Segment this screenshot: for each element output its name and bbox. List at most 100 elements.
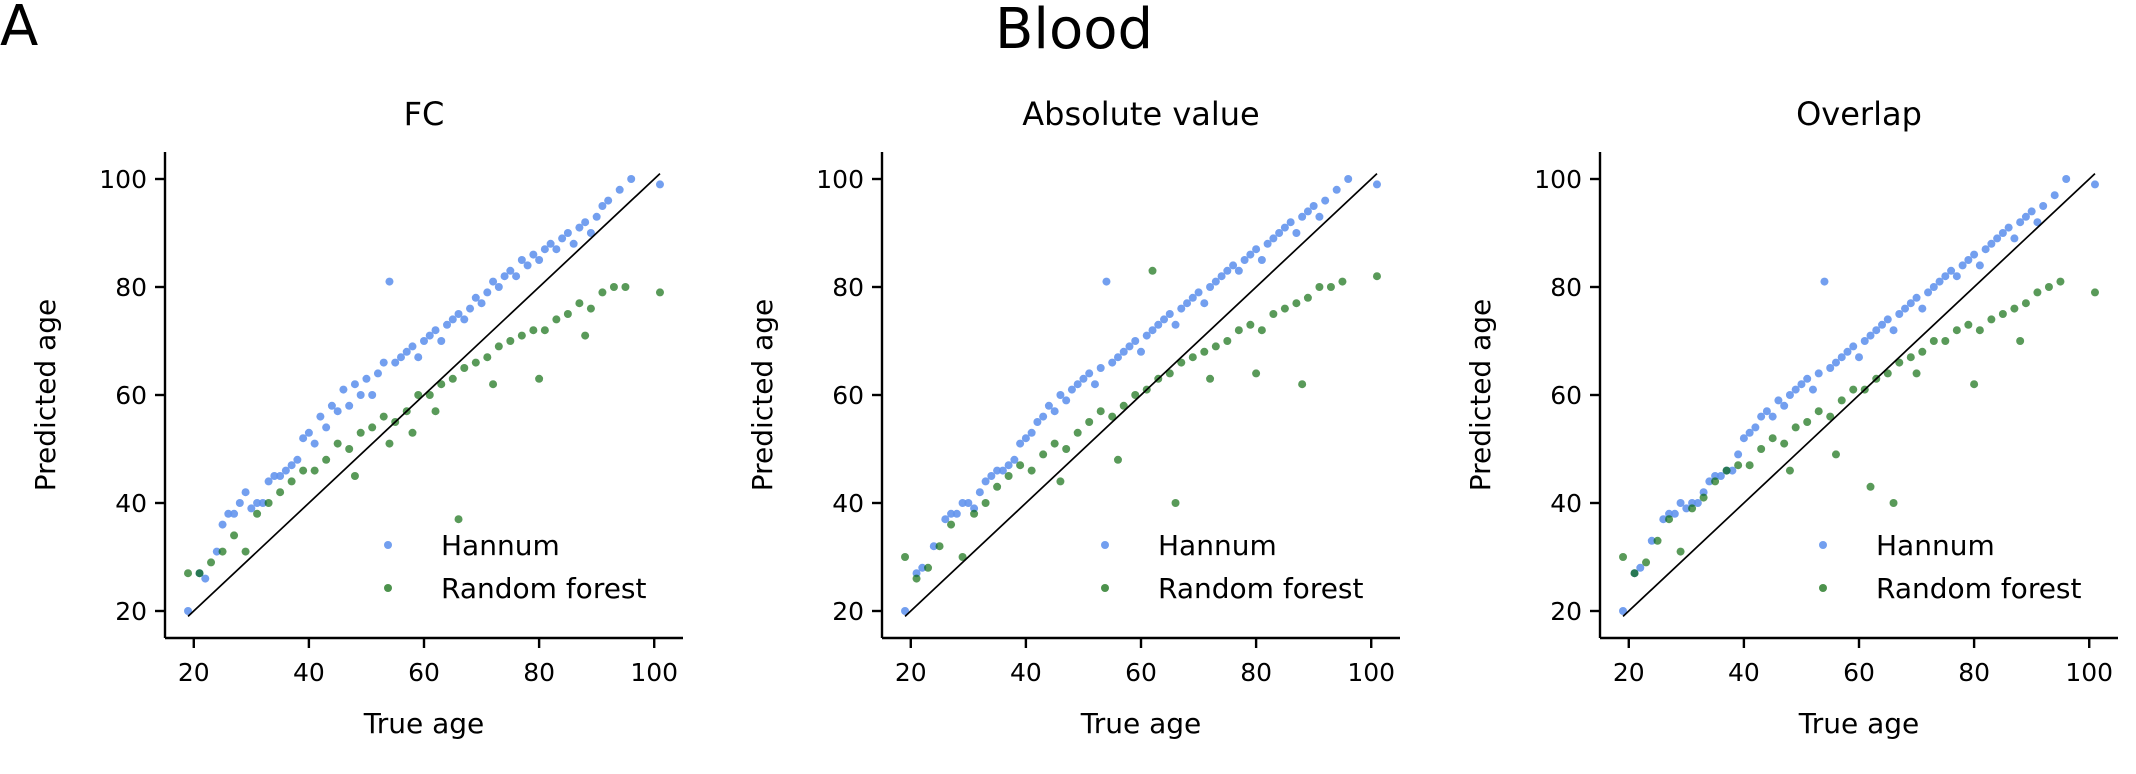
scatter-point [918, 563, 927, 572]
scatter-point [2090, 180, 2099, 189]
scatter-point [1785, 466, 1794, 475]
scatter-point [1142, 331, 1151, 340]
scatter-point [1883, 315, 1892, 324]
scatter-point [1177, 304, 1186, 313]
subplot-title: Absolute value [1022, 95, 1259, 133]
scatter-point [1745, 428, 1754, 437]
scatter-point [1889, 499, 1898, 507]
scatter-point [1079, 374, 1088, 383]
x-axis-label: True age [1080, 707, 1202, 740]
scatter-point [1137, 347, 1145, 356]
scatter-point [1321, 196, 1330, 205]
scatter-point [941, 515, 950, 524]
y-tick-label: 100 [816, 165, 864, 194]
scatter-point [987, 472, 996, 480]
scatter-point [1200, 299, 1209, 308]
scatter-point [1935, 277, 1944, 286]
scatter-point [1970, 250, 1979, 259]
scatter-point [1705, 477, 1714, 486]
subplot-overlap: Overlap 20 40 60 80 100 20 40 60 80 100 True age Pre… [1464, 95, 2118, 740]
scatter-point [310, 439, 319, 448]
scatter-point [540, 326, 549, 335]
legend-marker [1101, 541, 1109, 549]
scatter-point [1964, 320, 1973, 329]
scatter-point [293, 455, 302, 464]
legend-label-random-forest: Random forest [441, 572, 647, 605]
x-tick-label: 40 [293, 658, 325, 687]
scatter-point [310, 466, 319, 475]
scatter-point [299, 434, 308, 443]
scatter-point [1298, 212, 1307, 221]
scatter-point [471, 358, 480, 367]
scatter-point [201, 574, 210, 583]
scatter-point [1246, 250, 1255, 259]
scatter-point [558, 234, 567, 243]
scatter-point [1252, 245, 1261, 254]
x-tick-label: 60 [408, 658, 440, 687]
scatter-point [1831, 450, 1840, 459]
scatter-point [1252, 369, 1261, 378]
x-axis-label: True age [363, 707, 485, 740]
scatter-point [1774, 396, 1783, 405]
scatter-point [1630, 569, 1639, 578]
scatter-point [1148, 326, 1157, 335]
scatter-point [1033, 418, 1042, 426]
scatter-point [552, 245, 561, 254]
scatter-point [598, 288, 607, 297]
scatter-point [1004, 472, 1013, 480]
scatter-point [500, 272, 509, 281]
scatter-point [1269, 234, 1278, 243]
scatter-point [1292, 299, 1301, 308]
scatter-point [901, 553, 910, 561]
scatter-point [1642, 558, 1651, 567]
scatter-point [1693, 499, 1702, 507]
scatter-point [1803, 418, 1812, 426]
scatter-point [2010, 304, 2019, 313]
legend: Hannum Random forest [384, 529, 647, 605]
scatter-point [598, 202, 607, 210]
scatter-point [512, 272, 521, 281]
scatter-point [2027, 207, 2036, 216]
scatter-point [506, 266, 515, 275]
scatter-point [1688, 504, 1697, 513]
scatter-point [1814, 369, 1823, 378]
scatter-point [207, 558, 216, 567]
series-random-forest [901, 266, 1381, 583]
scatter-point [1292, 229, 1301, 237]
scatter-point [2039, 202, 2048, 210]
scatter-point [1912, 293, 1921, 302]
scatter-point [1016, 461, 1025, 470]
scatter-point [609, 283, 618, 291]
scatter-point [287, 461, 296, 470]
y-tick-label: 20 [832, 597, 864, 626]
scatter-point [1234, 266, 1243, 275]
scatter-point [489, 277, 498, 286]
scatter-point [2056, 277, 2065, 286]
scatter-point [1044, 401, 1053, 410]
scatter-point [212, 547, 221, 556]
scatter-point [402, 347, 411, 356]
scatter-point [1901, 304, 1910, 313]
scatter-point [1039, 412, 1048, 421]
scatter-point [947, 509, 956, 518]
scatter-point [224, 509, 233, 518]
x-tick-label: 20 [1613, 658, 1645, 687]
scatter-point [615, 185, 624, 194]
scatter-point [2090, 288, 2099, 297]
scatter-point [184, 569, 193, 578]
scatter-point [1165, 310, 1174, 318]
scatter-point [581, 218, 590, 227]
scatter-point [1826, 412, 1835, 421]
scatter-point [230, 509, 239, 518]
scatter-point [2010, 234, 2019, 243]
x-tick-label: 60 [1843, 658, 1875, 687]
scatter-point [466, 304, 475, 313]
scatter-point [327, 401, 336, 410]
scatter-point [414, 353, 423, 362]
scatter-point [454, 310, 463, 318]
scatter-point [396, 353, 405, 362]
scatter-point [1303, 207, 1312, 216]
scatter-point [1780, 401, 1789, 410]
scatter-point [1883, 369, 1892, 378]
scatter-point [373, 369, 382, 378]
